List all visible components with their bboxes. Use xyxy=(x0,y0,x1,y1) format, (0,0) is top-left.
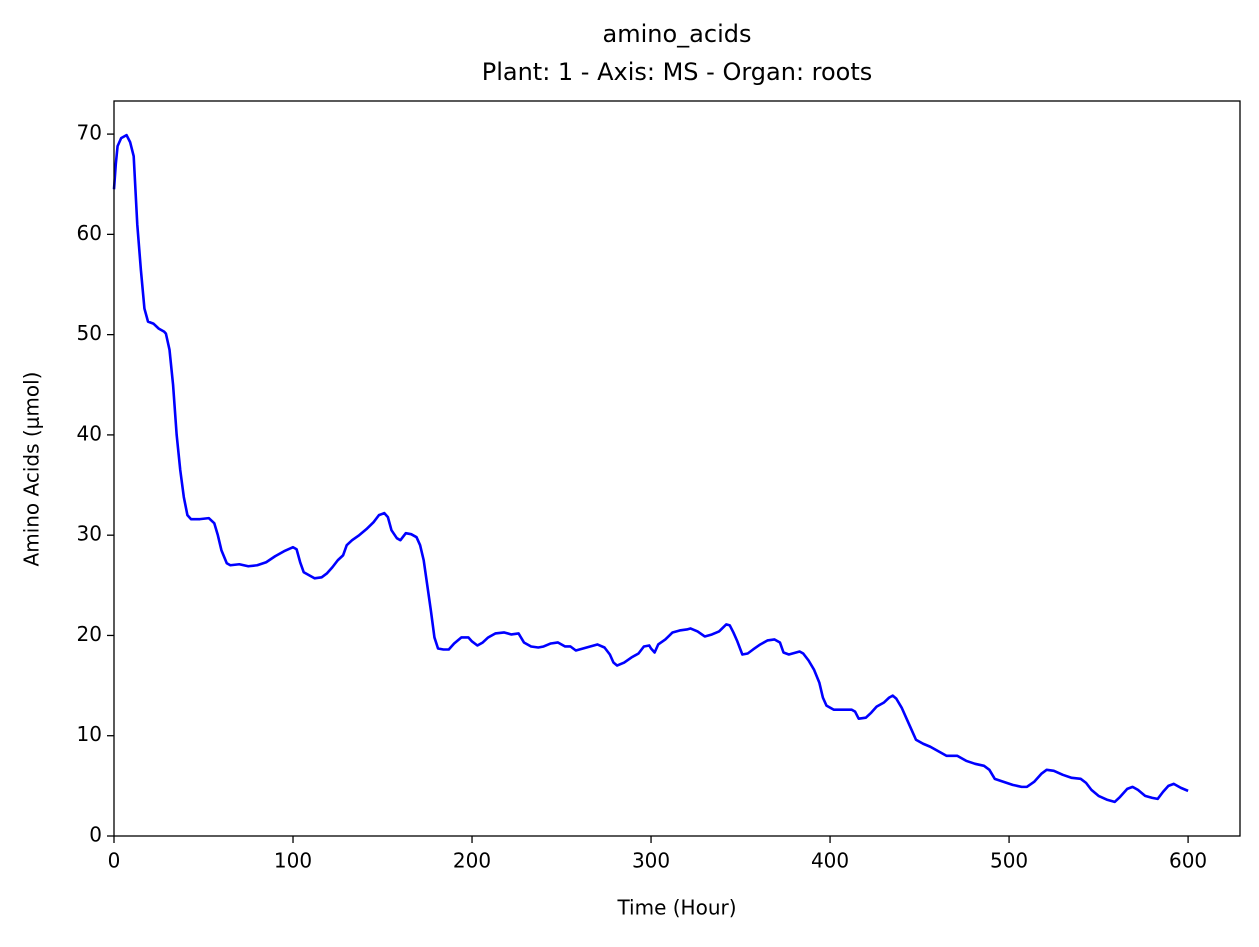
x-tick-label: 100 xyxy=(274,849,312,873)
y-tick-label: 60 xyxy=(77,221,102,245)
y-tick-label: 70 xyxy=(77,121,102,145)
y-tick-label: 30 xyxy=(77,522,102,546)
x-tick-label: 200 xyxy=(453,849,491,873)
y-tick-label: 0 xyxy=(89,823,102,847)
y-axis-label: Amino Acids (μmol) xyxy=(20,372,44,567)
x-tick-label: 300 xyxy=(632,849,670,873)
x-tick-label: 400 xyxy=(811,849,849,873)
x-tick-label: 500 xyxy=(990,849,1028,873)
chart-subtitle: Plant: 1 - Axis: MS - Organ: roots xyxy=(482,58,873,86)
plot-frame xyxy=(113,100,1241,837)
x-tick-label: 0 xyxy=(108,849,121,873)
y-tick-label: 50 xyxy=(77,321,102,345)
x-axis-label: Time (Hour) xyxy=(616,896,736,920)
y-tick-label: 40 xyxy=(77,421,102,445)
chart-title: amino_acids xyxy=(603,20,752,48)
y-tick-label: 10 xyxy=(77,722,102,746)
data-line xyxy=(112,133,1189,804)
x-tick-label: 600 xyxy=(1169,849,1207,873)
y-tick-label: 20 xyxy=(77,622,102,646)
